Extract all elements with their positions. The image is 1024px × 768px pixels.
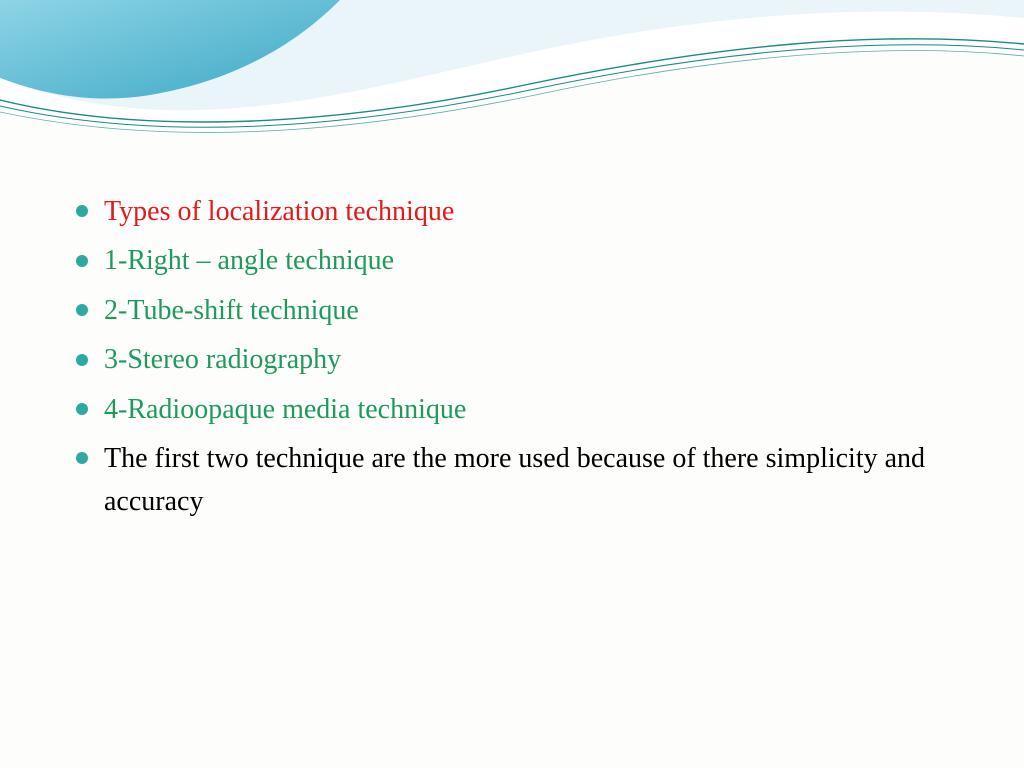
slide: Types of localization technique 1-Right … [0,0,1024,768]
bullet-text: 4-Radioopaque media technique [104,394,466,425]
list-item: 1-Right – angle technique [70,239,964,282]
bullet-text: The first two technique are the more use… [104,443,925,517]
list-item: 4-Radioopaque media technique [70,388,964,431]
header-wave-art [0,0,1024,180]
bullet-text: Types of localization technique [104,196,454,227]
list-item: 2-Tube-shift technique [70,289,964,332]
bullet-text: 3-Stereo radiography [104,344,341,375]
bullet-list: Types of localization technique 1-Right … [70,190,964,524]
list-item: Types of localization technique [70,190,964,233]
content-area: Types of localization technique 1-Right … [70,190,964,530]
list-item: 3-Stereo radiography [70,338,964,381]
bullet-text: 2-Tube-shift technique [104,295,359,326]
list-item: The first two technique are the more use… [70,437,964,524]
bullet-text: 1-Right – angle technique [104,245,394,276]
